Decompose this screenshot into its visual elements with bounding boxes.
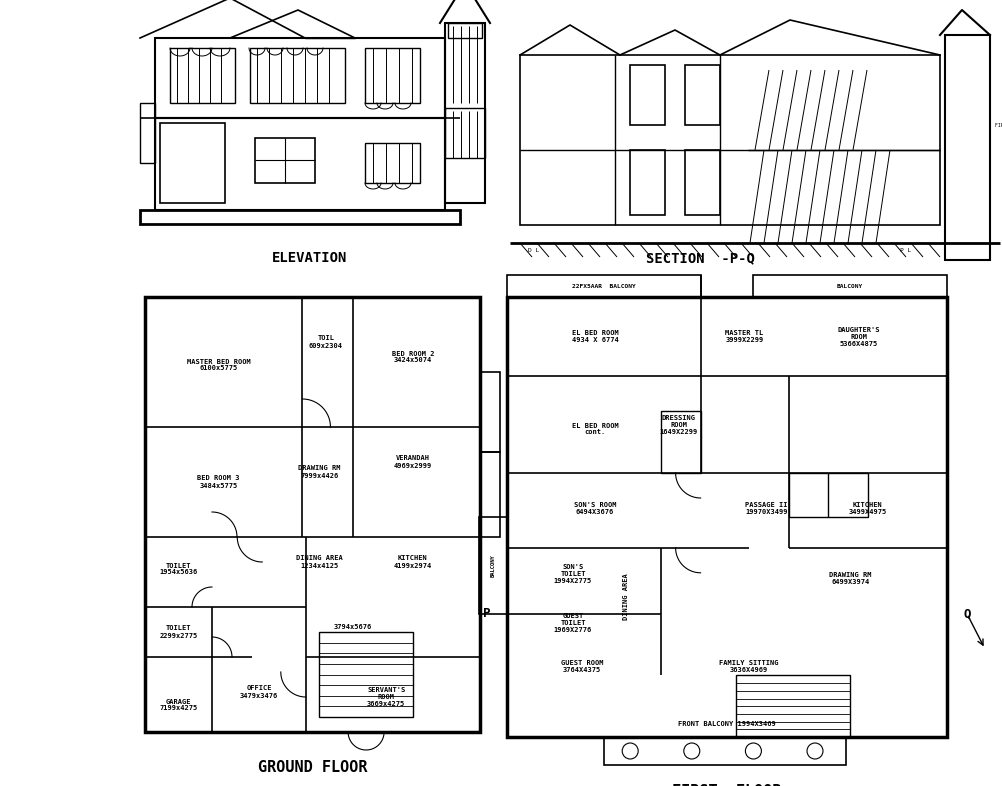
Text: DRESSING
ROOM
1649X2299: DRESSING ROOM 1649X2299 bbox=[659, 414, 697, 435]
Text: D L: D L bbox=[527, 248, 539, 252]
Bar bbox=[140, 210, 460, 224]
Bar bbox=[684, 65, 719, 125]
Bar bbox=[788, 473, 867, 517]
Bar bbox=[160, 123, 224, 203]
Bar bbox=[753, 275, 946, 297]
Text: KITCHEN
4199x2974: KITCHEN 4199x2974 bbox=[394, 556, 432, 568]
Bar bbox=[445, 108, 485, 158]
Text: BED ROOM 3
3484x5775: BED ROOM 3 3484x5775 bbox=[197, 476, 239, 489]
Bar bbox=[480, 372, 500, 452]
Text: DINING AREA
1234x4125: DINING AREA 1234x4125 bbox=[296, 556, 343, 568]
Bar bbox=[155, 118, 445, 210]
Text: FAMILY SITTING
3636X4969: FAMILY SITTING 3636X4969 bbox=[718, 660, 778, 673]
Text: FIRST FLOOR  GL \ 100: FIRST FLOOR GL \ 100 bbox=[994, 123, 1002, 127]
Text: Q: Q bbox=[962, 608, 970, 620]
Bar bbox=[448, 23, 482, 38]
Text: GUEST
TOILET
1969X2776: GUEST TOILET 1969X2776 bbox=[553, 612, 591, 633]
Bar bbox=[155, 38, 445, 118]
Bar bbox=[145, 297, 480, 732]
Bar bbox=[445, 23, 485, 203]
Text: TOILET
1954x5636: TOILET 1954x5636 bbox=[159, 563, 197, 575]
Text: GUEST ROOM
3764X4375: GUEST ROOM 3764X4375 bbox=[560, 660, 602, 673]
Text: 3794x5676: 3794x5676 bbox=[334, 624, 372, 630]
Text: FRONT BALCONY 1994X3469: FRONT BALCONY 1994X3469 bbox=[677, 721, 776, 727]
Text: EL BED ROOM
cont.: EL BED ROOM cont. bbox=[571, 423, 618, 435]
Text: DAUGHTER'S
ROOM
5366X4875: DAUGHTER'S ROOM 5366X4875 bbox=[837, 327, 880, 347]
Bar bbox=[603, 737, 845, 765]
Bar bbox=[140, 103, 155, 163]
Text: BALCONY: BALCONY bbox=[490, 554, 495, 577]
Text: TOILET
2299x2775: TOILET 2299x2775 bbox=[159, 626, 197, 638]
Text: GROUND FLOOR: GROUND FLOOR bbox=[258, 759, 367, 774]
Bar bbox=[684, 150, 719, 215]
Bar bbox=[255, 138, 315, 183]
Text: DRAWING RM
6499X3974: DRAWING RM 6499X3974 bbox=[828, 572, 871, 585]
Text: ELEVATION: ELEVATION bbox=[272, 251, 348, 265]
Bar bbox=[169, 48, 234, 103]
Bar bbox=[506, 297, 946, 737]
Bar bbox=[629, 150, 664, 215]
Text: SON'S ROOM
6494X3676: SON'S ROOM 6494X3676 bbox=[573, 501, 615, 515]
Text: 22FX5AAR  BALCONY: 22FX5AAR BALCONY bbox=[571, 284, 635, 288]
Text: SERVANT'S
ROOM
3669x4275: SERVANT'S ROOM 3669x4275 bbox=[367, 687, 405, 707]
Bar bbox=[735, 675, 850, 737]
Text: EL BED ROOM
4934 X 6774: EL BED ROOM 4934 X 6774 bbox=[571, 330, 618, 343]
Text: FIRST  FLOOR: FIRST FLOOR bbox=[671, 784, 781, 786]
Bar bbox=[365, 48, 420, 103]
Text: SECTION  -P-Q: SECTION -P-Q bbox=[645, 251, 754, 265]
Bar bbox=[480, 452, 500, 537]
Text: GARAGE
7199x4275: GARAGE 7199x4275 bbox=[159, 699, 197, 711]
Text: MASTER BED ROOM
6100x5775: MASTER BED ROOM 6100x5775 bbox=[186, 358, 250, 372]
Text: KITCHEN
3499X4975: KITCHEN 3499X4975 bbox=[848, 501, 886, 515]
Text: SON'S
TOILET
1994X2775: SON'S TOILET 1994X2775 bbox=[553, 564, 591, 584]
Bar bbox=[365, 143, 420, 183]
Text: MASTER TL
3999X2299: MASTER TL 3999X2299 bbox=[724, 330, 763, 343]
Bar bbox=[506, 275, 700, 297]
Text: OFFICE
3479x3476: OFFICE 3479x3476 bbox=[239, 685, 278, 699]
Bar bbox=[944, 35, 989, 260]
Bar bbox=[660, 411, 700, 473]
Text: DRAWING RM
7999x4426: DRAWING RM 7999x4426 bbox=[298, 465, 340, 479]
Text: P L: P L bbox=[899, 248, 911, 252]
Bar bbox=[479, 517, 506, 614]
Bar bbox=[519, 55, 939, 225]
Text: PASSAGE II
19970X3499: PASSAGE II 19970X3499 bbox=[744, 501, 787, 515]
Bar bbox=[629, 65, 664, 125]
Text: TOIL
609x2304: TOIL 609x2304 bbox=[309, 336, 343, 348]
Text: BALCONY: BALCONY bbox=[837, 284, 863, 288]
Text: BED ROOM 2
3424x5074: BED ROOM 2 3424x5074 bbox=[392, 351, 434, 363]
Bar bbox=[319, 632, 413, 717]
Bar bbox=[249, 48, 345, 103]
Text: DINING AREA: DINING AREA bbox=[622, 573, 628, 619]
Text: VERANDAH
4969x2999: VERANDAH 4969x2999 bbox=[394, 456, 432, 468]
Text: P: P bbox=[483, 608, 490, 620]
